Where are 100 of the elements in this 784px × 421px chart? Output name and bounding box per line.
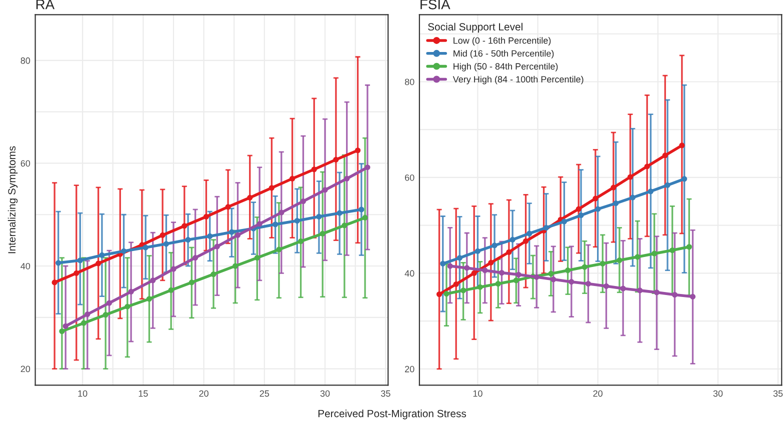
point (163, 241, 169, 247)
legend-label: Very High (84 - 100th Percentile) (452, 76, 584, 84)
point (188, 280, 194, 286)
point (592, 196, 598, 202)
y-tick-label: 80 (20, 57, 30, 64)
x-tick-label: 15 (138, 390, 148, 397)
point (276, 246, 282, 252)
point (637, 288, 643, 294)
point (59, 328, 65, 334)
point (254, 255, 260, 261)
y-tick-label: 20 (20, 366, 30, 372)
point (679, 142, 685, 148)
point (232, 263, 238, 269)
point (96, 260, 102, 266)
point (99, 252, 105, 258)
point (568, 279, 574, 285)
point (471, 270, 477, 276)
point (146, 296, 152, 302)
point (510, 236, 516, 242)
point (672, 292, 678, 298)
point (670, 247, 676, 254)
point (513, 278, 519, 284)
point (225, 204, 231, 210)
point (80, 320, 87, 326)
point (548, 270, 554, 276)
point (344, 176, 350, 182)
point (364, 164, 370, 170)
point (516, 272, 522, 278)
point (440, 260, 446, 266)
point (447, 263, 453, 269)
point (290, 176, 296, 182)
point (582, 264, 588, 270)
y-tick-label: 60 (404, 174, 414, 181)
chart-title: RA (36, 0, 55, 10)
point (322, 187, 328, 193)
point (121, 248, 127, 254)
point (492, 242, 498, 248)
y-tick-label: 40 (20, 262, 30, 270)
point (456, 255, 462, 261)
point (576, 206, 582, 212)
point (495, 280, 501, 287)
point (690, 294, 696, 300)
x-tick-label: 10 (78, 390, 88, 397)
point (488, 260, 494, 266)
point (603, 283, 610, 289)
point (160, 232, 166, 238)
x-axis-title: Perceived Post-Migration Stress (318, 410, 466, 420)
point (610, 184, 616, 190)
point (256, 221, 262, 227)
point (482, 268, 488, 274)
point (84, 312, 90, 318)
y-tick-label: 80 (404, 78, 414, 86)
point (268, 185, 274, 191)
point (311, 166, 317, 172)
legend-label: Low (0 - 16th Percentile) (454, 37, 551, 46)
point (648, 188, 654, 194)
point (453, 281, 459, 287)
point (234, 232, 241, 238)
point (102, 312, 108, 318)
point (613, 200, 619, 206)
point (565, 268, 571, 274)
point (630, 194, 636, 200)
point (506, 249, 512, 255)
point (464, 265, 470, 271)
point (185, 237, 191, 243)
y-tick-label: 60 (20, 160, 30, 167)
point (214, 244, 220, 250)
point (436, 291, 442, 298)
point (526, 230, 532, 236)
point (74, 270, 80, 276)
x-tick-label: 35 (380, 390, 390, 397)
point (300, 198, 306, 204)
point (52, 280, 58, 286)
point (578, 212, 584, 218)
point (498, 270, 505, 276)
point (316, 214, 322, 220)
point (354, 148, 361, 154)
point (170, 266, 176, 272)
point (362, 214, 368, 220)
point (585, 280, 592, 287)
legend-label: High (50 - 84th Percentile) (454, 62, 558, 72)
point (192, 255, 198, 261)
legend-label: Mid (16 - 50th Percentile) (454, 50, 554, 58)
point (616, 258, 622, 264)
point (662, 152, 668, 158)
point (543, 224, 549, 231)
point (182, 223, 188, 229)
point (228, 229, 234, 235)
point (342, 222, 348, 228)
point (62, 323, 68, 329)
legend-title: Social Support Level (428, 22, 522, 33)
point (168, 287, 174, 293)
point (124, 304, 130, 310)
point (247, 194, 253, 200)
point (522, 238, 529, 244)
point (474, 248, 480, 254)
point (620, 286, 626, 292)
point (644, 164, 650, 170)
point (628, 174, 634, 180)
point (550, 276, 556, 282)
